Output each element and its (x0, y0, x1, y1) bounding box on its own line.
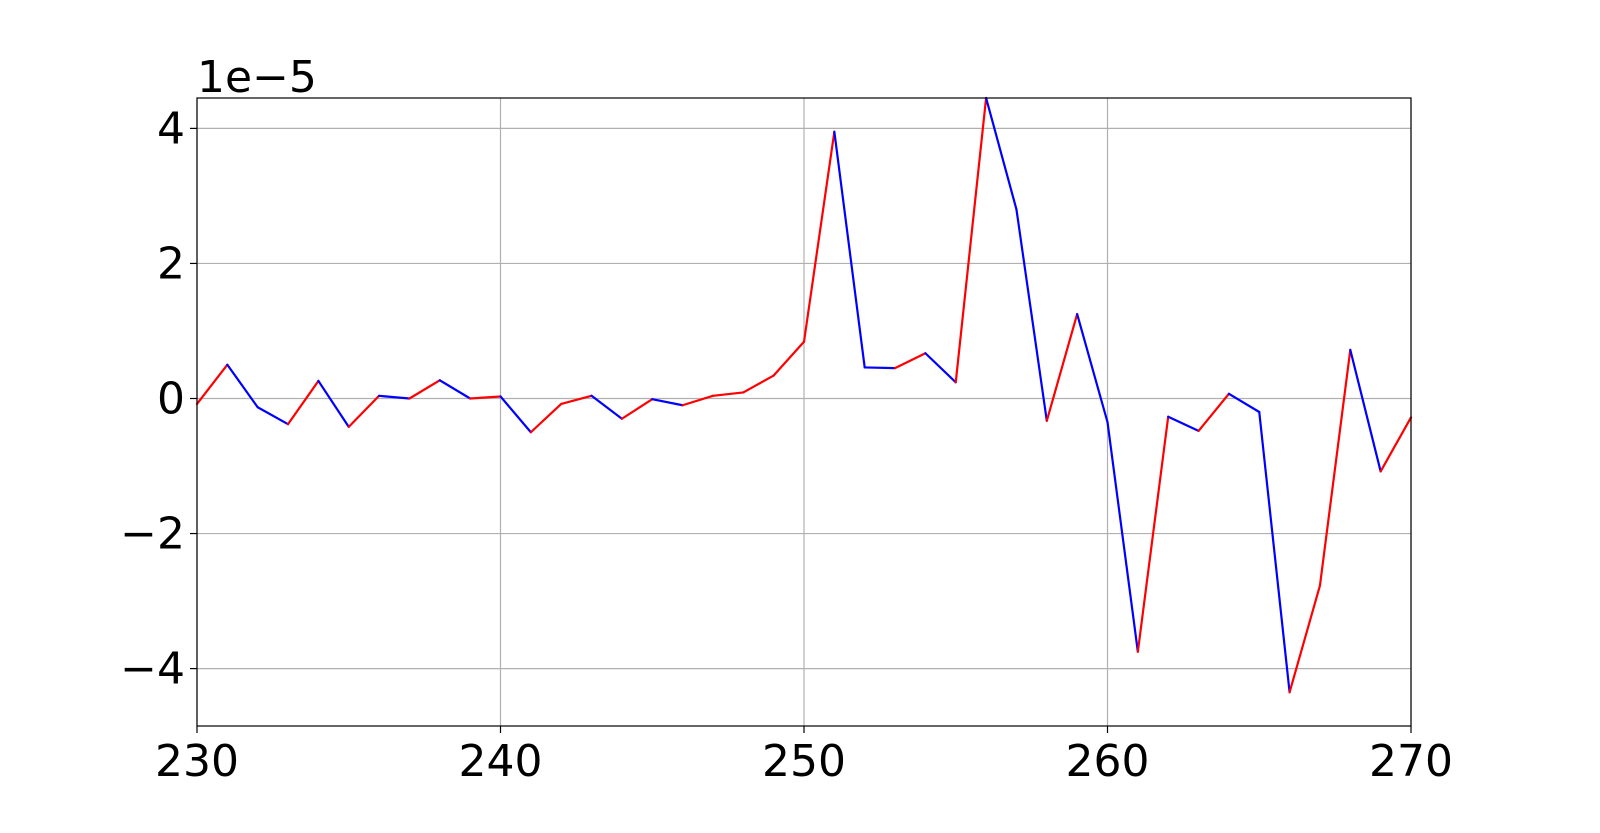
series-segment-rising (1045, 312, 1079, 422)
series-segment-rising (772, 340, 806, 377)
series-segment-falling (651, 398, 684, 407)
y-tick-label: 2 (157, 238, 185, 289)
series-segment-rising (347, 394, 381, 428)
series-segment-rising (893, 352, 927, 370)
y-tick-label: 0 (157, 373, 185, 424)
series-segment-rising (408, 379, 441, 400)
series-segment-falling (833, 130, 866, 369)
x-tick-label: 240 (459, 736, 543, 787)
series-segment-rising (620, 398, 654, 420)
x-tick-label: 270 (1369, 736, 1453, 787)
series-segment-rising (286, 379, 320, 426)
series-segment-falling (1227, 392, 1261, 414)
series-segment-falling (590, 394, 624, 420)
series-segment-rising (195, 363, 229, 405)
y-axis-offset-label: 1e−5 (197, 52, 317, 103)
series-segment-rising (681, 394, 715, 407)
series-segment-falling (1106, 421, 1139, 653)
series-segment-rising (529, 402, 563, 434)
series-segment-falling (924, 352, 957, 384)
series-segment-rising (560, 394, 593, 405)
series-segment-rising (469, 395, 502, 400)
series-lines (195, 96, 1413, 694)
series-segment-rising (742, 374, 775, 394)
y-axis-ticks: −4 −2 0 2 4 (120, 103, 197, 695)
series-segment-rising (954, 96, 988, 384)
series-segment-rising (1288, 584, 1322, 694)
grid (196, 98, 1412, 726)
series-segment-falling (984, 96, 1018, 211)
series-segment-falling (1258, 410, 1291, 694)
series-segment-falling (1015, 208, 1048, 422)
series-segment-falling (1167, 415, 1200, 433)
series-segment-falling (226, 363, 259, 409)
series-segment-falling (438, 379, 472, 400)
series-segment-falling (499, 395, 532, 434)
series-segment-rising (711, 391, 745, 397)
x-axis-ticks: 230 240 250 260 270 (155, 726, 1453, 787)
series-segment-rising (1379, 416, 1413, 473)
series-segment-falling (1076, 312, 1109, 424)
y-tick-label: 4 (157, 103, 185, 154)
series-segment-falling (863, 366, 897, 370)
x-tick-label: 250 (762, 736, 846, 787)
series-segment-falling (378, 394, 411, 400)
y-tick-label: −2 (120, 509, 185, 560)
series-segment-falling (256, 406, 290, 426)
x-tick-label: 230 (155, 736, 239, 787)
series-segment-rising (1318, 348, 1352, 587)
series-segment-rising (1136, 415, 1170, 653)
series-segment-falling (1349, 348, 1382, 473)
y-tick-label: −4 (120, 644, 185, 695)
series-segment-rising (802, 130, 836, 343)
series-segment-rising (1197, 392, 1231, 433)
x-tick-label: 260 (1066, 736, 1150, 787)
series-segment-falling (317, 379, 350, 428)
